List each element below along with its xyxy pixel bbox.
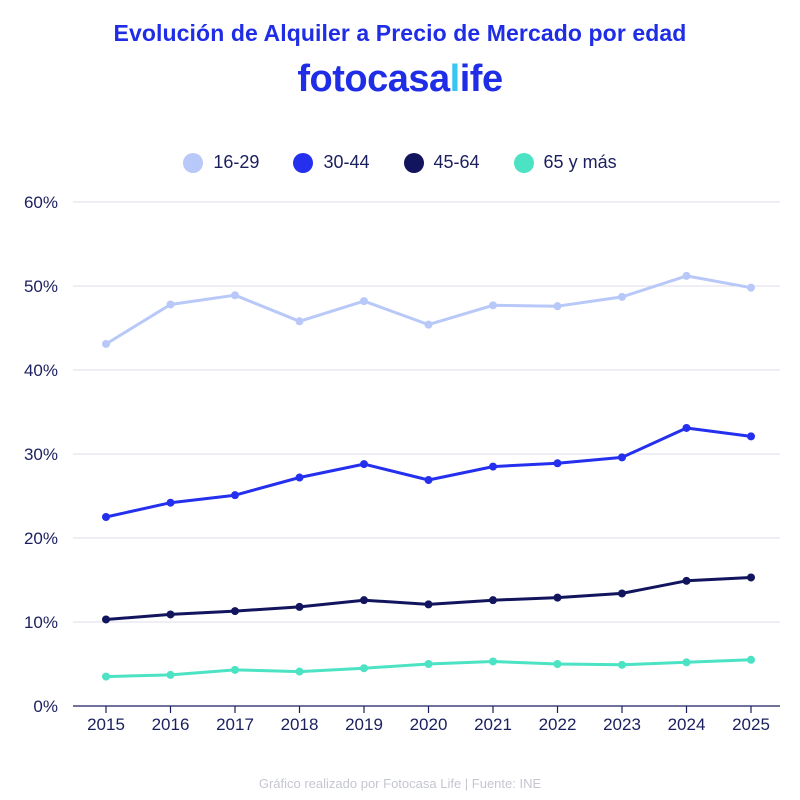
- data-point-65-y-m-s: [166, 670, 175, 679]
- x-tick-label: 2024: [668, 715, 706, 734]
- data-point-16-29: [618, 292, 626, 301]
- data-point-65-y-m-s: [424, 660, 433, 668]
- footer-source: Gráfico realizado por Fotocasa Life | Fu…: [258, 776, 542, 791]
- data-point-30-44: [231, 491, 239, 500]
- x-tick-label: 2016: [152, 715, 190, 734]
- brand-suffix-rest: ife: [459, 58, 503, 100]
- x-tick-label: 2023: [603, 715, 641, 734]
- data-point-16-29: [231, 291, 239, 300]
- data-point-45-64: [424, 600, 433, 609]
- y-tick-label: 10%: [24, 613, 58, 632]
- data-point-16-29: [295, 317, 304, 326]
- x-tick-label: 2021: [474, 715, 512, 734]
- y-tick-label: 40%: [24, 361, 58, 380]
- x-tick-label: 2017: [216, 715, 254, 734]
- data-point-45-64: [231, 607, 239, 616]
- data-point-65-y-m-s: [489, 657, 497, 666]
- legend-label: 30-44: [323, 152, 370, 172]
- x-tick-label: 2025: [732, 715, 770, 734]
- data-point-16-29: [682, 271, 691, 280]
- data-point-16-29: [553, 302, 562, 311]
- data-point-30-44: [682, 423, 691, 432]
- data-point-65-y-m-s: [360, 664, 368, 673]
- data-point-65-y-m-s: [553, 660, 562, 668]
- data-point-45-64: [553, 593, 562, 602]
- y-tick-label: 0%: [33, 697, 58, 716]
- data-point-16-29: [489, 301, 497, 310]
- legend-item-65-y-mas: 65 y más: [513, 152, 617, 173]
- series-line-45-64: [104, 576, 753, 621]
- x-tick-label: 2022: [539, 715, 577, 734]
- data-point-16-29: [424, 320, 433, 329]
- legend-swatch: [513, 152, 534, 173]
- legend-swatch: [293, 152, 314, 173]
- data-point-16-29: [166, 300, 175, 309]
- data-point-65-y-m-s: [295, 667, 304, 676]
- data-point-16-29: [747, 283, 755, 292]
- legend-label: 45-64: [433, 152, 480, 172]
- data-point-16-29: [360, 297, 368, 306]
- x-tick-label: 2020: [410, 715, 448, 734]
- data-point-45-64: [166, 610, 175, 619]
- data-point-16-29: [102, 339, 110, 348]
- brand-suffix-first: l: [449, 58, 461, 100]
- x-tick-label: 2019: [345, 715, 383, 734]
- data-point-65-y-m-s: [231, 665, 239, 674]
- data-point-65-y-m-s: [747, 655, 755, 664]
- y-tick-label: 20%: [24, 529, 58, 548]
- data-point-30-44: [295, 473, 304, 482]
- brand-suffix: life: [450, 58, 503, 100]
- data-point-45-64: [682, 576, 691, 585]
- data-point-30-44: [747, 432, 755, 441]
- x-tick-label: 2015: [87, 715, 125, 734]
- legend-label: 16-29: [213, 152, 260, 172]
- brand-name: fotocasa: [297, 58, 450, 100]
- data-point-45-64: [747, 573, 755, 582]
- series-line-30-44: [104, 426, 753, 519]
- data-point-65-y-m-s: [102, 672, 110, 681]
- data-point-65-y-m-s: [618, 660, 626, 669]
- y-tick-label: 30%: [24, 445, 58, 464]
- data-point-45-64: [618, 589, 626, 598]
- data-point-45-64: [295, 602, 304, 611]
- data-point-30-44: [553, 459, 562, 468]
- x-tick-label: 2018: [281, 715, 319, 734]
- data-point-30-44: [102, 513, 110, 521]
- legend-swatch: [183, 152, 204, 173]
- data-point-30-44: [489, 462, 497, 471]
- y-tick-label: 50%: [24, 277, 58, 296]
- data-point-30-44: [424, 476, 433, 485]
- data-point-30-44: [166, 498, 175, 507]
- data-point-45-64: [489, 596, 497, 605]
- data-point-30-44: [360, 460, 368, 469]
- brand-logo: fotocasalife: [0, 58, 800, 101]
- legend-label: 65 y más: [543, 152, 617, 172]
- data-point-45-64: [360, 596, 368, 605]
- data-point-45-64: [102, 615, 110, 624]
- legend: 16-29 30-44 45-64 65 y más: [0, 152, 800, 173]
- data-point-30-44: [618, 453, 626, 462]
- legend-swatch: [403, 152, 424, 173]
- legend-item-45-64: 45-64: [403, 152, 480, 173]
- legend-item-30-44: 30-44: [293, 152, 370, 173]
- chart-title: Evolución de Alquiler a Precio de Mercad…: [113, 20, 687, 46]
- legend-item-16-29: 16-29: [183, 152, 259, 173]
- y-tick-label: 60%: [24, 193, 58, 212]
- data-point-65-y-m-s: [682, 658, 691, 667]
